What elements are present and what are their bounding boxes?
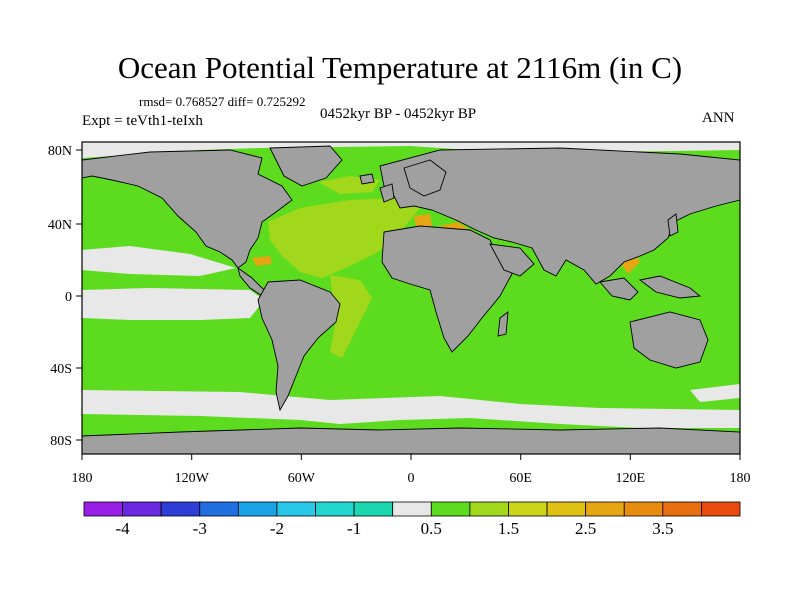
lon-tick-label: 60W [288,471,316,486]
colorbar-swatch [160,501,201,517]
land-mass [81,149,293,269]
lat-tick-label: 0 [65,290,72,305]
lon-tick-label: 180 [72,471,93,486]
land-mass [81,427,741,455]
colorbar-label: -3 [193,519,207,538]
lon-tick-label: 180 [730,471,751,486]
colorbar-swatch [122,501,162,517]
colorbar-swatch [508,501,548,517]
lon-tick-label: 0 [408,471,415,486]
colorbar-swatch [199,501,239,517]
warm-region [330,275,372,358]
colorbar-swatch [546,501,587,517]
colorbar-swatch [353,501,394,517]
lon-tick-label: 120E [616,471,646,486]
colorbar: -4 -3 -2 -1 0.5 1.5 2.5 3.5 [83,501,741,538]
colorbar-swatch [276,501,316,517]
colorbar-swatch [623,501,664,517]
experiment-label: Expt = teVth1-teIxh [82,113,203,129]
colorbar-swatch [585,501,625,517]
map-title: Ocean Potential Temperature at 2116m (in… [117,50,683,85]
cool-anomaly-regions [82,142,740,428]
colorbar-swatch [392,501,432,517]
colorbar-label: -4 [116,519,131,538]
colorbar-swatch [430,501,471,517]
cool-region [82,246,236,276]
stats-text: rmsd= 0.768527 diff= 0.725292 [139,94,306,109]
lat-tick-label: 80S [50,434,72,449]
land-mass [403,159,447,197]
cool-region [690,384,740,402]
land-mass [629,311,709,369]
land-mass [359,173,375,185]
warm-region [268,198,420,278]
land-mass [667,213,679,237]
land-mass [381,225,515,353]
land-mass [599,277,639,301]
colorbar-label: 3.5 [652,519,673,538]
lat-tick-label: 80N [48,144,72,159]
land-mask [81,145,741,455]
lon-tick-label: 60E [509,471,532,486]
map-axes: 80N 40N 0 40S 80S 180 120W 60W 0 60E 120E 180 [48,144,751,486]
land-mass [379,183,395,203]
cool-region [82,288,264,320]
colorbar-swatch [469,501,509,517]
land-mass [257,279,341,412]
cool-region [82,390,740,428]
colorbar-swatch [701,501,741,517]
land-mass [497,311,509,337]
colorbar-swatch [315,501,355,517]
lat-tick-label: 40S [50,362,72,377]
warm-region [414,214,432,228]
colorbar-label: -2 [270,519,284,538]
cool-region [82,142,740,158]
colorbar-label: 0.5 [421,519,442,538]
lon-tick-label: 120W [175,471,210,486]
map-panel [81,141,741,455]
colorbar-swatch [237,501,278,517]
period-text: 0452kyr BP - 0452kyr BP [320,106,477,122]
colorbar-label: 2.5 [575,519,596,538]
lat-tick-label: 40N [48,218,72,233]
warm-region [252,256,272,266]
land-mass [489,243,535,277]
colorbar-swatch [662,501,702,517]
land-mass [269,145,343,187]
colorbar-swatch [83,501,123,517]
land-mass [638,275,702,299]
season-label: ANN [702,110,735,126]
colorbar-label: 1.5 [498,519,519,538]
colorbar-label: -1 [347,519,361,538]
